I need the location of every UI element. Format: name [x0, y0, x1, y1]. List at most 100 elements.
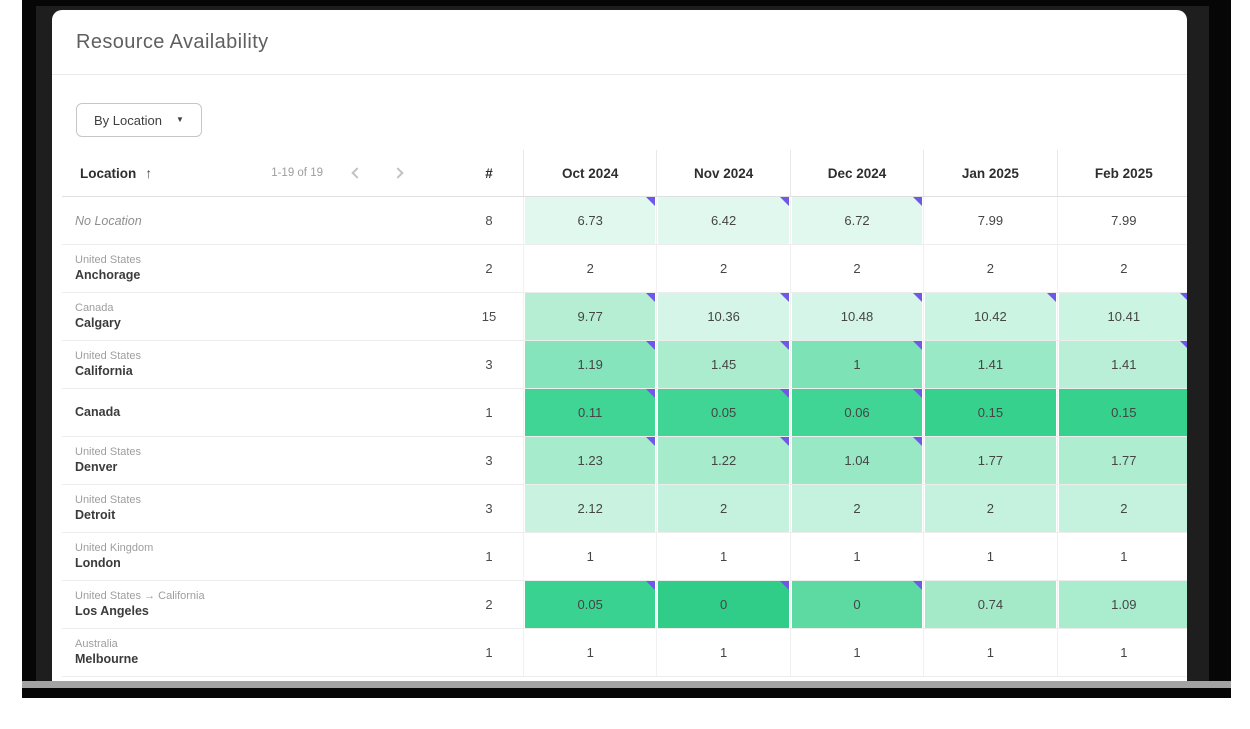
location-cell[interactable]: No Location	[62, 197, 455, 244]
availability-cell[interactable]: 0	[656, 581, 789, 628]
availability-cell[interactable]: 0.06	[789, 389, 923, 436]
availability-value: 1	[853, 549, 861, 564]
availability-cell[interactable]: 0.74	[923, 581, 1056, 628]
availability-cell[interactable]: 2	[523, 245, 656, 292]
heat-fill	[525, 341, 656, 388]
note-marker-icon	[913, 581, 923, 590]
availability-cell[interactable]: 1	[923, 533, 1056, 580]
previous-page-button[interactable]	[350, 166, 364, 180]
availability-cell[interactable]: 0.05	[656, 389, 789, 436]
availability-cell[interactable]: 1	[523, 629, 656, 676]
availability-cell[interactable]: 0	[789, 581, 923, 628]
availability-cell[interactable]: 0.05	[523, 581, 656, 628]
availability-value: 1.04	[844, 453, 870, 468]
availability-cell[interactable]: 1.77	[1056, 437, 1187, 484]
heat-fill	[658, 533, 789, 580]
heat-fill	[791, 581, 923, 628]
location-cell[interactable]: United States Denver	[62, 437, 455, 484]
location-cell[interactable]: United States → California Los Angeles	[62, 581, 455, 628]
location-cell[interactable]: United States Detroit	[62, 485, 455, 532]
availability-cell[interactable]: 1	[1056, 533, 1187, 580]
availability-cell[interactable]: 1	[789, 629, 923, 676]
table-row: United States Anchorage 2 2 2 2 2 2	[62, 245, 1187, 293]
availability-value: 0.06	[844, 405, 870, 420]
heat-fill	[525, 581, 656, 628]
availability-cell[interactable]: 0.15	[1056, 389, 1187, 436]
availability-cell[interactable]: 1.04	[789, 437, 923, 484]
heat-fill	[1058, 437, 1187, 484]
note-marker-icon	[1046, 293, 1056, 302]
availability-cell[interactable]: 1	[789, 533, 923, 580]
availability-cell[interactable]: 1.77	[923, 437, 1056, 484]
availability-cell[interactable]: 1	[923, 629, 1056, 676]
availability-cell[interactable]: 6.42	[656, 197, 789, 244]
availability-cell[interactable]: 10.36	[656, 293, 789, 340]
availability-value: 0	[853, 597, 861, 612]
availability-cell[interactable]: 10.42	[923, 293, 1056, 340]
availability-cell[interactable]: 1.09	[1056, 581, 1187, 628]
heat-fill	[791, 293, 923, 340]
availability-cell[interactable]: 2	[923, 485, 1056, 532]
availability-cell[interactable]: 0.15	[923, 389, 1056, 436]
availability-cell[interactable]: 0.11	[523, 389, 656, 436]
availability-cell[interactable]: 9.77	[523, 293, 656, 340]
page-title: Resource Availability	[76, 30, 269, 53]
availability-cell[interactable]: 2	[656, 485, 789, 532]
availability-value: 2	[853, 261, 861, 276]
availability-cell[interactable]: 1.45	[656, 341, 789, 388]
people-count-cell: 1	[485, 405, 493, 420]
availability-cell[interactable]: 1	[523, 533, 656, 580]
location-cell[interactable]: United States Anchorage	[62, 245, 455, 292]
note-marker-icon	[1180, 293, 1187, 302]
availability-cell[interactable]: 1	[656, 629, 789, 676]
location-cell[interactable]: Australia Melbourne	[62, 629, 455, 676]
heat-fill	[1058, 581, 1187, 628]
availability-cell[interactable]: 2.12	[523, 485, 656, 532]
availability-cell[interactable]: 1.22	[656, 437, 789, 484]
availability-cell[interactable]: 2	[656, 245, 789, 292]
location-cell[interactable]: United Kingdom London	[62, 533, 455, 580]
arrow-up-icon[interactable]: ↑	[145, 165, 153, 181]
availability-cell[interactable]: 2	[1056, 485, 1187, 532]
location-cell[interactable]: United States California	[62, 341, 455, 388]
heat-fill	[658, 389, 789, 436]
availability-cell[interactable]: 2	[789, 485, 923, 532]
availability-cell[interactable]: 2	[923, 245, 1056, 292]
location-cell[interactable]: Canada Calgary	[62, 293, 455, 340]
availability-cell[interactable]: 10.48	[789, 293, 923, 340]
group-by-dropdown[interactable]: By Location ▼	[76, 103, 202, 137]
note-marker-icon	[779, 341, 789, 350]
heat-fill	[925, 245, 1056, 292]
location-cell[interactable]: Canada	[62, 389, 455, 436]
availability-cell[interactable]: 2	[789, 245, 923, 292]
people-count-cell: 2	[485, 261, 493, 276]
availability-cell[interactable]: 7.99	[1056, 197, 1187, 244]
availability-cell[interactable]: 1	[789, 341, 923, 388]
heat-fill	[925, 197, 1056, 244]
availability-value: 6.73	[577, 213, 603, 228]
availability-cell[interactable]: 1	[656, 533, 789, 580]
note-marker-icon	[913, 389, 923, 398]
availability-cell[interactable]: 1.23	[523, 437, 656, 484]
availability-cell[interactable]: 2	[1056, 245, 1187, 292]
availability-cell[interactable]: 1.41	[923, 341, 1056, 388]
next-page-button[interactable]	[391, 166, 405, 180]
availability-value: 1	[586, 645, 594, 660]
location-sort-control[interactable]: Location	[80, 165, 137, 181]
availability-cell[interactable]: 1	[1056, 629, 1187, 676]
location-secondary-label: Australia	[75, 637, 118, 650]
availability-cell[interactable]: 10.41	[1056, 293, 1187, 340]
note-marker-icon	[646, 437, 656, 446]
availability-value: 1.23	[577, 453, 603, 468]
availability-cell[interactable]: 1.41	[1056, 341, 1187, 388]
availability-cell[interactable]: 6.73	[523, 197, 656, 244]
heat-fill	[1058, 341, 1187, 388]
availability-cell[interactable]: 1.19	[523, 341, 656, 388]
availability-value: 1	[586, 549, 594, 564]
note-marker-icon	[913, 437, 923, 446]
horizontal-scrollbar[interactable]	[22, 681, 1231, 688]
availability-cell[interactable]: 7.99	[923, 197, 1056, 244]
note-marker-icon	[646, 197, 656, 206]
availability-cell[interactable]: 6.72	[789, 197, 923, 244]
pagination-range: 1-19 of 19	[271, 167, 323, 179]
